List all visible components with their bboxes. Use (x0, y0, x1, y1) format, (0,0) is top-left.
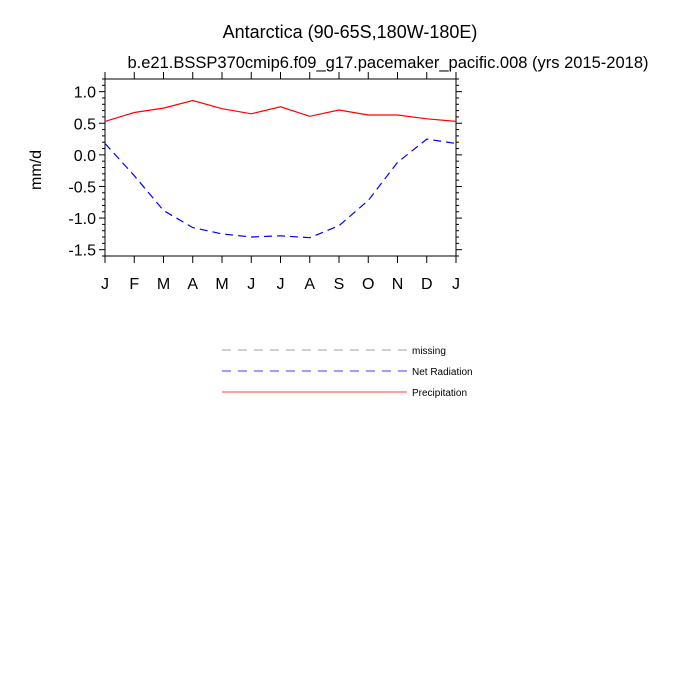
y-axis-label: mm/d (28, 150, 45, 190)
y-tick-label: -1.0 (68, 211, 96, 228)
series-line-precipitation (104, 99, 457, 122)
x-tick-label: J (452, 276, 460, 293)
x-tick-label: A (304, 276, 315, 293)
plot-frame (104, 78, 457, 257)
chart-subtitle: b.e21.BSSP370cmip6.f09_g17.pacemaker_pac… (128, 54, 649, 72)
x-tick-label: J (277, 276, 285, 293)
legend-label-missing: missing (412, 346, 446, 357)
x-tick-label: D (421, 276, 433, 293)
y-tick-label: -0.5 (68, 179, 96, 196)
x-tick-label: M (157, 276, 170, 293)
chart-title: Antarctica (90-65S,180W-180E) (223, 22, 478, 42)
legend-label-net-radiation: Net Radiation (412, 367, 473, 378)
y-tick-label: -1.5 (68, 243, 96, 260)
legend: missing Net Radiation Precipitation (222, 346, 473, 399)
x-tick-label: M (215, 276, 228, 293)
series-line-net-radiation (104, 138, 457, 239)
y-tick-label: 0.0 (74, 148, 96, 165)
x-tick-label: O (362, 276, 374, 293)
x-tick-label: A (187, 276, 198, 293)
x-tick-label: J (247, 276, 255, 293)
x-tick-label: N (392, 276, 404, 293)
plot-area: 1.00.50.0-0.5-1.0-1.5J F M A M J J A S O N D J (68, 72, 462, 293)
legend-label-precipitation: Precipitation (412, 388, 467, 399)
y-tick-label: 1.0 (74, 85, 96, 102)
y-tick-label: 0.5 (74, 116, 96, 133)
x-tick-label: S (334, 276, 345, 293)
x-tick-label: J (101, 276, 109, 293)
x-tick-label: F (129, 276, 139, 293)
